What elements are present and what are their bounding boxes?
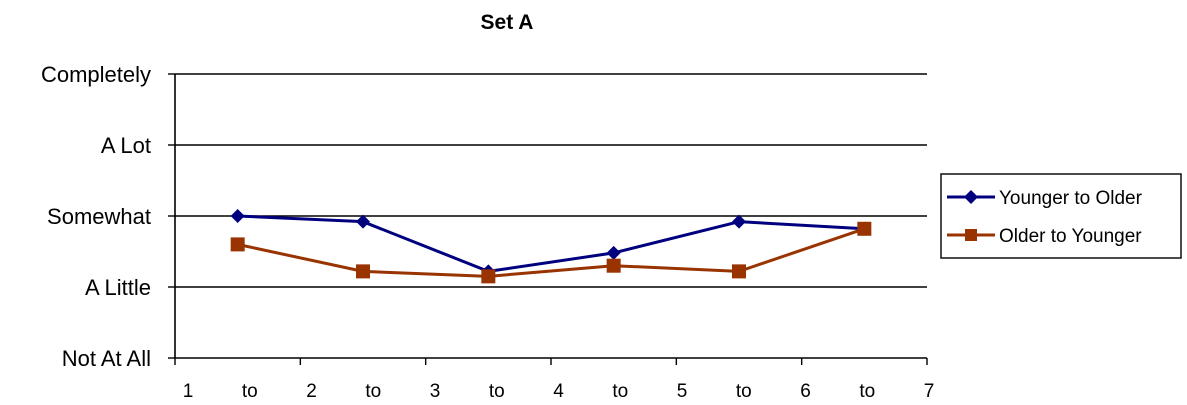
legend-label: Older to Younger — [999, 226, 1142, 247]
y-tick-label-not-at-all: Not At All — [62, 346, 151, 371]
data-point — [230, 209, 245, 223]
legend-item-younger-to-older: Younger to Older — [947, 188, 1143, 209]
legend-marker — [965, 229, 977, 241]
series-line-older-to-younger — [237, 227, 865, 278]
x-tick-label: to — [612, 381, 628, 402]
legend-box — [940, 173, 1182, 259]
data-point — [481, 269, 496, 284]
x-tick-label: to — [365, 381, 381, 402]
x-tick-label: 6 — [800, 381, 811, 402]
x-tick-label: 3 — [430, 381, 441, 402]
series-line-younger-to-older — [237, 214, 865, 273]
legend-item-older-to-younger: Older to Younger — [947, 226, 1142, 247]
data-point — [732, 264, 746, 279]
x-tick-label: 2 — [306, 381, 317, 402]
y-tick-label-a-little: A Little — [85, 275, 151, 300]
y-tick-label-somewhat: Somewhat — [47, 204, 151, 229]
y-tick-label-completely: Completely — [41, 62, 151, 87]
data-point — [356, 264, 370, 279]
series-older-to-younger — [230, 221, 872, 284]
x-tick-label: to — [859, 381, 875, 402]
x-tick-label: 1 — [183, 381, 194, 402]
data-point — [606, 245, 621, 260]
gridlines — [175, 73, 927, 288]
x-tick-label: to — [736, 381, 752, 402]
y-tick-label-a-lot: A Lot — [101, 133, 151, 158]
data-point — [606, 258, 621, 273]
legend-marker — [964, 190, 978, 204]
legend-label: Younger to Older — [999, 188, 1143, 209]
y-axis-tick-labels: Not At All A Little Somewhat A Lot Completel… — [41, 62, 151, 371]
x-tick-label: 5 — [677, 381, 688, 402]
series-lines — [230, 209, 872, 284]
axes — [168, 73, 928, 365]
x-tick-label: to — [242, 381, 258, 402]
data-point — [230, 237, 245, 252]
x-tick-label: 7 — [924, 381, 935, 402]
data-point — [857, 221, 872, 236]
data-point — [732, 214, 746, 229]
chart-title: Set A — [481, 11, 534, 34]
x-axis-tick-labels: 1 to 2 to 3 to 4 to 5 to 6 to 7 — [183, 381, 935, 402]
series-younger-to-older — [230, 209, 872, 279]
data-point — [356, 214, 370, 229]
x-tick-label: 4 — [553, 381, 564, 402]
x-tick-label: to — [489, 381, 505, 402]
legend: Younger to Older Older to Younger — [940, 173, 1182, 259]
